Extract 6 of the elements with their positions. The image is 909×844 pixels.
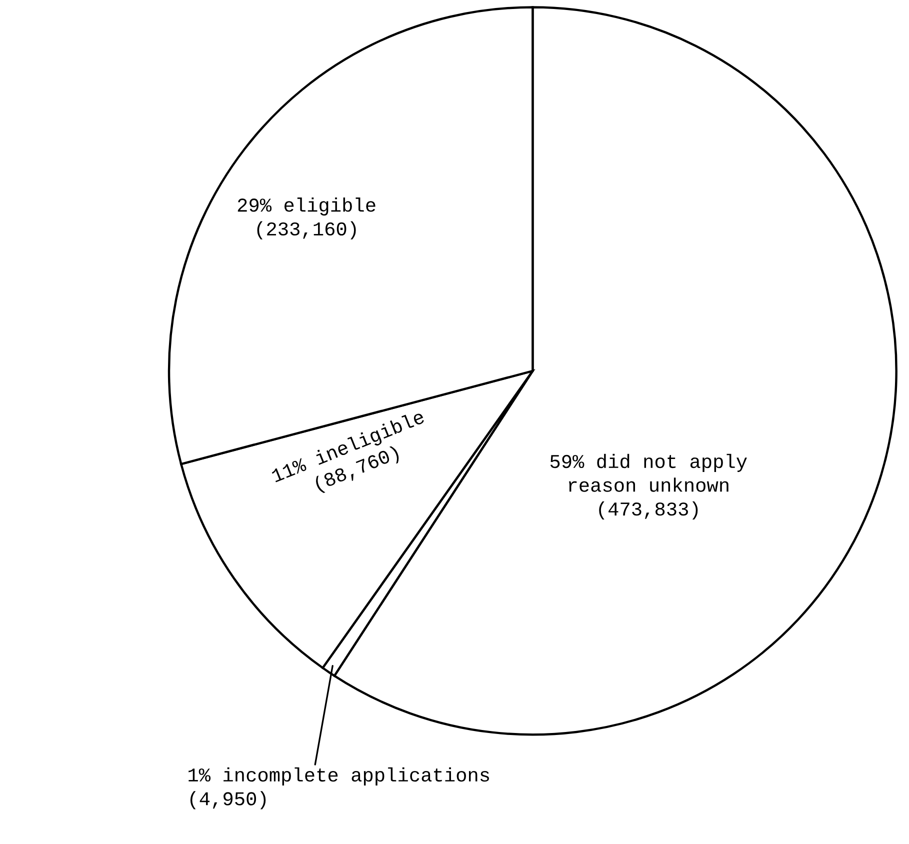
data-label: (233,160) — [257, 221, 356, 240]
slice-label: 59% did not apply reason unknown — [550, 454, 747, 492]
data-label: (4,950) — [190, 791, 266, 810]
data-label: (473,833) — [599, 501, 698, 520]
slice-label: 29% eligible — [238, 197, 376, 216]
slice-label: 1% incomplete applications — [188, 767, 489, 786]
